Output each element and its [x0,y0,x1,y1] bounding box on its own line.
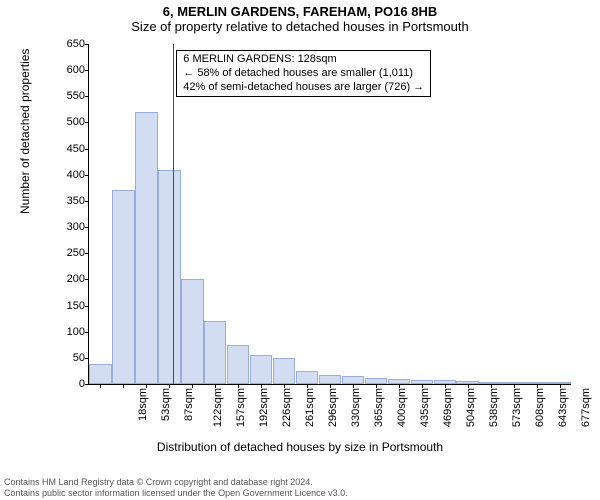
y-tick-label: 0 [55,378,85,390]
y-tick-label: 600 [55,64,85,76]
footer-line2: Contains public sector information licen… [4,488,348,498]
x-tick-label: 469sqm [442,388,454,427]
histogram-bar [227,345,249,384]
annotation-line-1: 6 MERLIN GARDENS: 128sqm [183,53,424,67]
y-tick-label: 400 [55,169,85,181]
x-tick-mark [376,384,377,388]
x-tick-label: 573sqm [511,388,523,427]
histogram-bar [250,355,272,384]
y-tick-label: 100 [55,326,85,338]
x-tick-mark [238,384,239,388]
y-tick-label: 500 [55,116,85,128]
x-tick-label: 53sqm [160,388,172,421]
histogram-bar [181,279,203,384]
x-tick-label: 504sqm [465,388,477,427]
y-tick-label: 200 [55,273,85,285]
chart-area: 0501001502002503003504004505005506006501… [60,44,570,424]
y-tick-mark [85,96,89,97]
histogram-bar [273,358,295,384]
y-tick-mark [85,175,89,176]
x-tick-mark [353,384,354,388]
y-tick-mark [85,306,89,307]
annotation-line-2: ← 58% of detached houses are smaller (1,… [183,67,424,81]
annotation-box: 6 MERLIN GARDENS: 128sqm← 58% of detache… [176,50,431,97]
x-tick-label: 226sqm [281,388,293,427]
y-tick-mark [85,44,89,45]
chart-subtitle: Size of property relative to detached ho… [0,19,600,34]
y-axis-label: Number of detached properties [18,49,32,214]
chart-title-block: 6, MERLIN GARDENS, FAREHAM, PO16 8HB Siz… [0,0,600,34]
y-tick-mark [85,227,89,228]
x-tick-label: 677sqm [580,388,592,427]
x-tick-mark [192,384,193,388]
x-tick-label: 400sqm [396,388,408,427]
y-tick-mark [85,122,89,123]
x-tick-mark [445,384,446,388]
y-tick-mark [85,253,89,254]
y-tick-mark [85,279,89,280]
histogram-bar [319,375,341,384]
x-tick-mark [330,384,331,388]
y-tick-mark [85,358,89,359]
x-tick-label: 192sqm [258,388,270,427]
x-tick-label: 122sqm [212,388,224,427]
x-tick-label: 296sqm [327,388,339,427]
y-tick-label: 50 [55,352,85,364]
x-tick-mark [307,384,308,388]
x-tick-mark [100,384,101,388]
y-tick-label: 350 [55,195,85,207]
x-tick-label: 365sqm [373,388,385,427]
x-tick-mark [422,384,423,388]
x-tick-label: 261sqm [304,388,316,427]
property-size-marker-line [173,44,174,384]
y-tick-mark [85,149,89,150]
x-tick-mark [123,384,124,388]
x-tick-mark [146,384,147,388]
x-tick-mark [261,384,262,388]
histogram-bar [135,112,157,384]
x-tick-label: 18sqm [138,388,150,421]
y-tick-mark [85,201,89,202]
footer-line1: Contains HM Land Registry data © Crown c… [4,477,348,487]
plot-area: 0501001502002503003504004505005506006501… [88,44,571,385]
x-tick-mark [560,384,561,388]
chart-address-title: 6, MERLIN GARDENS, FAREHAM, PO16 8HB [0,4,600,19]
x-tick-label: 87sqm [183,388,195,421]
y-tick-label: 450 [55,143,85,155]
x-tick-mark [491,384,492,388]
x-tick-label: 608sqm [534,388,546,427]
y-tick-mark [85,332,89,333]
histogram-bar [296,371,318,384]
y-tick-label: 300 [55,221,85,233]
x-tick-label: 330sqm [350,388,362,427]
x-tick-mark [514,384,515,388]
x-tick-mark [284,384,285,388]
x-tick-mark [399,384,400,388]
y-tick-label: 550 [55,90,85,102]
x-tick-mark [537,384,538,388]
histogram-bar [112,190,134,384]
x-tick-mark [215,384,216,388]
y-tick-mark [85,384,89,385]
footer-attribution: Contains HM Land Registry data © Crown c… [4,477,348,498]
y-tick-label: 650 [55,38,85,50]
x-tick-mark [468,384,469,388]
annotation-line-3: 42% of semi-detached houses are larger (… [183,81,424,95]
x-axis-label: Distribution of detached houses by size … [0,440,600,454]
x-tick-label: 435sqm [419,388,431,427]
histogram-bar [158,170,180,384]
y-tick-mark [85,70,89,71]
histogram-bar [89,364,111,384]
y-tick-label: 150 [55,300,85,312]
x-tick-mark [169,384,170,388]
histogram-bar [204,321,226,384]
y-tick-label: 250 [55,247,85,259]
x-tick-label: 643sqm [557,388,569,427]
x-tick-label: 157sqm [235,388,247,427]
histogram-bar [342,376,364,384]
x-tick-label: 538sqm [488,388,500,427]
